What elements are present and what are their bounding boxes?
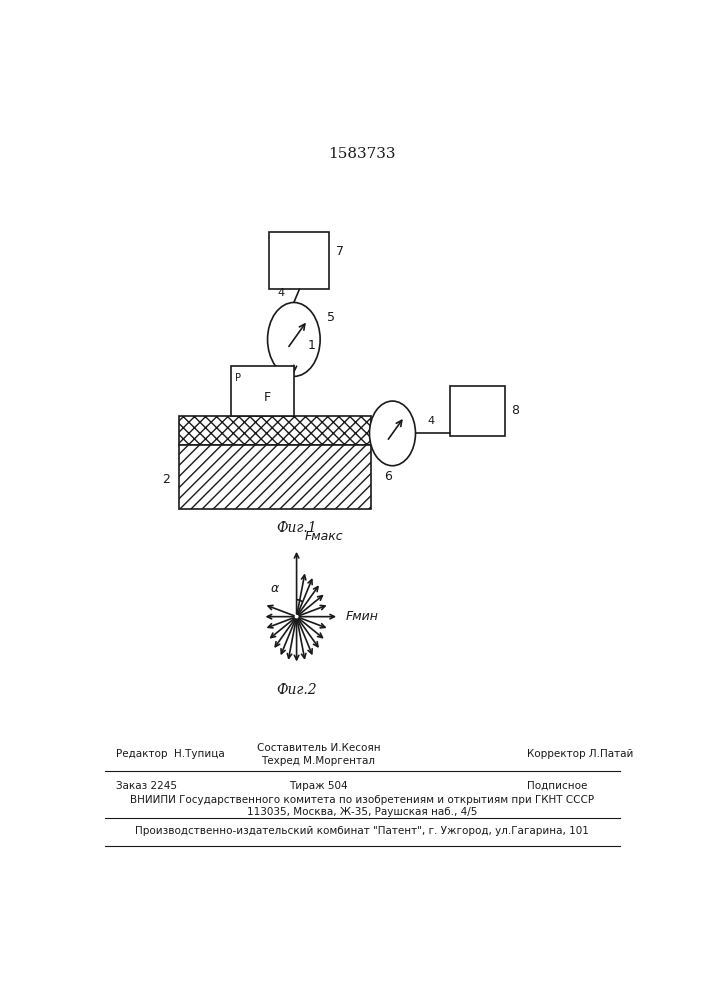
Text: 7: 7	[336, 245, 344, 258]
Bar	[231, 366, 294, 416]
Text: F: F	[264, 391, 271, 404]
Text: 4: 4	[427, 416, 434, 426]
Text: Корректор Л.Патай: Корректор Л.Патай	[527, 749, 633, 759]
Text: Редактор  Н.Тупица: Редактор Н.Тупица	[116, 749, 225, 759]
Text: α: α	[270, 582, 279, 595]
Text: Фиг.1: Фиг.1	[276, 521, 317, 535]
Text: 4: 4	[277, 288, 284, 298]
Bar	[269, 232, 329, 289]
Text: ВНИИПИ Государственного комитета по изобретениям и открытиям при ГКНТ СССР: ВНИИПИ Государственного комитета по изоб…	[130, 795, 595, 805]
Text: Составитель И.Кесоян: Составитель И.Кесоян	[257, 743, 380, 753]
Text: 4: 4	[271, 388, 278, 398]
Text: 3: 3	[376, 429, 384, 442]
Text: 1: 1	[308, 339, 315, 352]
Text: Техред М.Моргентал: Техред М.Моргентал	[262, 756, 375, 766]
Bar	[179, 416, 370, 445]
Text: Фиг.2: Фиг.2	[276, 683, 317, 697]
Circle shape	[370, 401, 416, 466]
Text: 1583733: 1583733	[329, 147, 396, 161]
Text: 113035, Москва, Ж-35, Раушская наб., 4/5: 113035, Москва, Ж-35, Раушская наб., 4/5	[247, 807, 477, 817]
Text: 4: 4	[382, 409, 389, 419]
Text: Подписное: Подписное	[527, 781, 587, 791]
Text: Заказ 2245: Заказ 2245	[116, 781, 177, 791]
Text: 6: 6	[384, 470, 392, 483]
Text: Fмин: Fмин	[346, 610, 378, 623]
Bar	[450, 386, 505, 436]
Text: 5: 5	[327, 311, 334, 324]
Text: Производственно-издательский комбинат "Патент", г. Ужгород, ул.Гагарина, 101: Производственно-издательский комбинат "П…	[136, 826, 589, 836]
Text: 8: 8	[511, 404, 520, 417]
Text: Fмакс: Fмакс	[305, 530, 344, 543]
Text: Тираж 504: Тираж 504	[289, 781, 348, 791]
Text: 2: 2	[163, 473, 170, 486]
Text: P: P	[235, 373, 240, 383]
Bar	[179, 445, 370, 509]
Circle shape	[267, 302, 320, 376]
